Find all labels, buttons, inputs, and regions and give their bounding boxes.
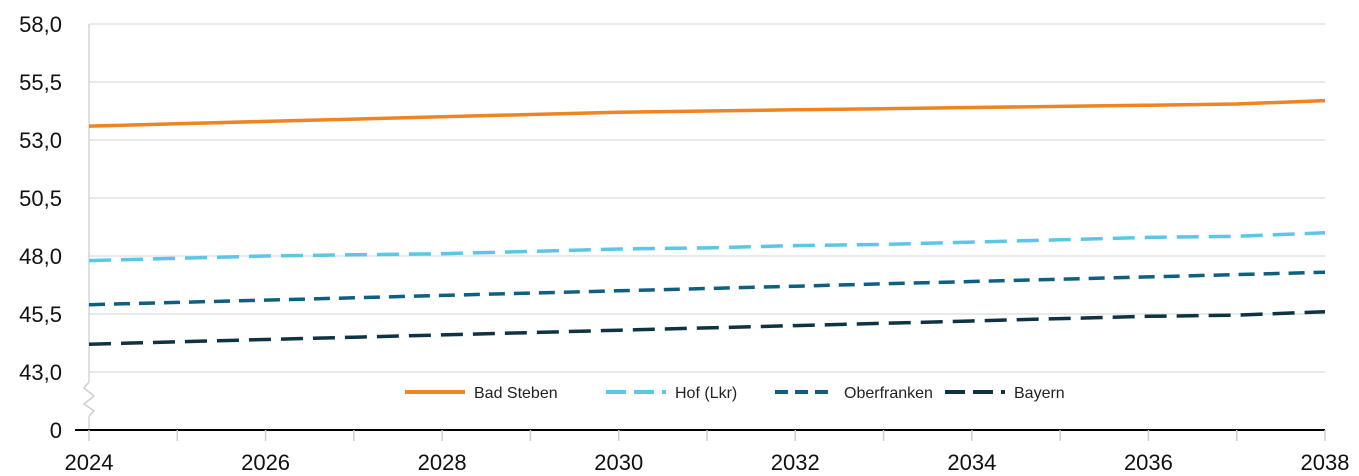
legend-label: Bayern [1014,385,1065,402]
axis-break [82,381,96,417]
series-lines [88,98,1326,346]
series-line [88,309,1326,346]
x-axis-labels: 2024 2026 2028 2030 2032 2034 2036 2038 [65,450,1350,475]
y-axis-labels: 0 43,0 45,5 48,0 50,5 53,0 55,5 58,0 [19,12,62,443]
legend-label: Hof (Lkr) [675,385,737,402]
x-tick-label: 2034 [947,450,996,475]
y-tick-label: 58,0 [19,12,62,37]
y-tick-label: 55,5 [19,70,62,95]
y-tick-label: 48,0 [19,244,62,269]
legend-label: Bad Steben [474,385,558,402]
series-line [88,270,1326,307]
legend-label: Oberfranken [844,385,933,402]
grid [89,23,1325,373]
x-tick-label: 2028 [418,450,467,475]
y-tick-label: 45,5 [19,302,62,327]
x-tick-label: 2036 [1124,450,1173,475]
y-tick-label: 53,0 [19,128,62,153]
x-tick-label: 2032 [771,450,820,475]
x-tick-label: 2038 [1301,450,1350,475]
y-tick-label: 43,0 [19,360,62,385]
x-tick-label: 2024 [65,450,114,475]
y-tick-label: 50,5 [19,186,62,211]
axes [75,24,1326,441]
legend: Bad Steben Hof (Lkr) Oberfranken Bayern [405,385,1065,402]
y-tick-label: 0 [50,418,62,443]
x-tick-label: 2030 [594,450,643,475]
x-tick-label: 2026 [241,450,290,475]
series-line [88,231,1326,263]
series-line [88,98,1326,128]
